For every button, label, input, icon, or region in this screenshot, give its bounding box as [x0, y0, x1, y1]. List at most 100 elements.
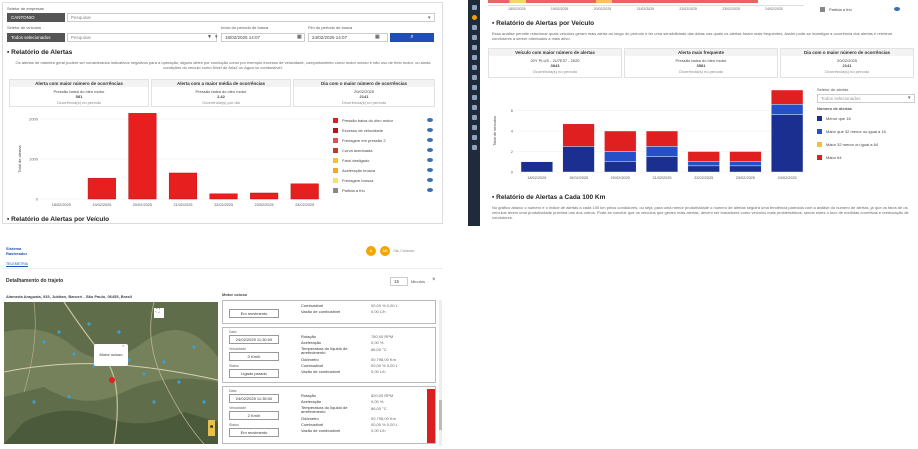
scrollbar[interactable]: [439, 300, 442, 446]
company-select[interactable]: CANTONIO ELETRÔNICA S...: [7, 13, 65, 27]
kv-value: 0,00 %: [371, 340, 384, 346]
x-tick-label: 20/02/2025: [133, 203, 152, 207]
dashboard-icon[interactable]: [471, 15, 477, 20]
eye-icon[interactable]: [427, 168, 433, 172]
legend-item[interactable]: Aceleração brusca: [333, 165, 433, 175]
legend-item[interactable]: Pressão baixa do óleo motor: [333, 115, 433, 125]
scrollbar-thumb[interactable]: [439, 400, 442, 430]
bar-segment: [645, 130, 679, 147]
next-section-title-text: Relatório de Alertas por Veículo: [11, 216, 110, 223]
card-count: 2141: [842, 63, 852, 68]
user-name[interactable]: Olá, Cantonio: [393, 249, 415, 253]
kv-value: 86,00 °C: [371, 405, 387, 411]
y-tick-label: 1000: [29, 157, 39, 162]
card-subtitle: Ocorrência(s) por dia: [202, 100, 240, 105]
kv-key: Temperatura do líquido de arrefecimento: [301, 404, 348, 415]
event-values: Rotação 820,00 RPM Aceleração 0,00 % Tempe…: [301, 393, 427, 434]
legend-item[interactable]: Frenagem em pressão 2: [333, 135, 433, 145]
eye-icon[interactable]: [427, 178, 433, 182]
kv-value: 00,00 % 0,00 L: [371, 421, 398, 427]
legend-item[interactable]: Maior 64: [817, 151, 915, 164]
legend-item[interactable]: Frenagem brusca: [333, 175, 433, 185]
route-map[interactable]: Motor ocioso × ⛶ ☻: [4, 302, 218, 444]
filter-icon[interactable]: ▼: [207, 34, 212, 40]
legend-item[interactable]: Curva acentuada: [333, 145, 433, 155]
menu-icon[interactable]: [471, 5, 477, 10]
company-label: Seletor de empresas: [7, 6, 44, 11]
bar-segment: [604, 151, 637, 162]
eye-icon[interactable]: [894, 7, 900, 11]
chevron-down-icon[interactable]: ▾: [428, 15, 431, 21]
bell-icon[interactable]: [471, 85, 477, 90]
legend-item[interactable]: Maior que 32 menor ou igual a 16: [817, 125, 915, 138]
kv-row: Aceleração 0,00 %: [301, 399, 427, 405]
legend-item[interactable]: Excesso de velocidade: [333, 125, 433, 135]
kv-key: Temperatura do líquido de arrefecimento: [301, 345, 348, 356]
end-date-input[interactable]: 24/02/2025 14:07: [308, 33, 388, 42]
kv-row: Combustível 00,00 % 0,00 L: [301, 303, 431, 309]
eye-icon[interactable]: [427, 148, 433, 152]
event-card[interactable]: Data 24/02/2025 11:35:00 Velocidade 2 Km…: [222, 386, 436, 444]
legend-item[interactable]: Maior 32 menor ou igual a 64: [817, 138, 915, 151]
user-avatar-b[interactable]: AB: [380, 246, 390, 256]
wrench-icon[interactable]: [471, 105, 477, 110]
start-date-input[interactable]: 18/02/2025 14:07: [221, 33, 305, 42]
alert-selector-input[interactable]: Todos selecionados: [817, 94, 915, 103]
status-field: Em movimento: [229, 309, 279, 318]
chevron-down-icon[interactable]: ▾: [908, 95, 911, 101]
eye-icon[interactable]: [427, 188, 433, 192]
x-tick-label: 21/02/2025: [173, 203, 192, 207]
help-icon[interactable]: [471, 145, 477, 150]
gear-icon[interactable]: [471, 135, 477, 140]
legend-label: Excesso de velocidade: [342, 127, 383, 133]
legend-label: Maior 64: [826, 155, 842, 160]
chat-icon[interactable]: [471, 25, 477, 30]
card-count: 3581: [696, 63, 706, 68]
legend-item[interactable]: Menor que 16: [817, 112, 915, 125]
user-icon[interactable]: [471, 35, 477, 40]
previous-chart-fragment: [488, 0, 804, 6]
interval-unit: Minutos: [411, 279, 426, 284]
calendar-icon[interactable]: [471, 115, 477, 120]
list-icon[interactable]: [471, 75, 477, 80]
event-card[interactable]: Data 24/02/2025 11:30:00 Velocidade 0 Km…: [222, 327, 436, 383]
eye-icon[interactable]: [427, 158, 433, 162]
legend-item[interactable]: Farol desligado: [333, 155, 433, 165]
legend-item[interactable]: Partida a frio: [333, 185, 433, 195]
fuel-icon[interactable]: [471, 125, 477, 130]
vehicle-label: Seletor de veículos: [7, 25, 42, 30]
user-avatar-a[interactable]: A: [366, 246, 376, 256]
fullscreen-icon[interactable]: ⛶: [156, 308, 160, 314]
chevron-down-icon[interactable]: ▾: [215, 34, 218, 40]
kv-row: Vazão de combustível 0,00 L/h: [301, 309, 431, 315]
map-icon[interactable]: [471, 65, 477, 70]
chart-icon[interactable]: [471, 55, 477, 60]
search-button[interactable]: ⌕: [390, 33, 434, 42]
street-view-icon[interactable]: ☻: [209, 424, 215, 430]
interval-select[interactable]: 15: [390, 277, 408, 286]
vehicle-alerts-legend: Menor que 16 Maior que 32 menor ou igual …: [817, 112, 915, 164]
speed-label: Velocidade: [229, 406, 247, 410]
eye-icon[interactable]: [427, 128, 433, 132]
close-icon[interactable]: ×: [432, 277, 436, 283]
events-list[interactable]: Em movimento Combustível 00,00 % 0,00 L V…: [222, 300, 438, 446]
kv-value: 00.798,00 Km: [371, 356, 396, 362]
app-logo[interactable]: Sistema Rastreador: [6, 246, 28, 256]
x-tick-label: 21/02/2025: [652, 176, 671, 180]
popup-close-icon[interactable]: ×: [122, 343, 125, 348]
calendar-icon[interactable]: ▦: [297, 34, 302, 40]
alerts-bar-chart: 2000 1000 0 Total de alertas 18/02/2025 19/02…: [17, 113, 325, 207]
bar: [168, 172, 198, 200]
company-search-input[interactable]: Pesquisar: [67, 13, 435, 22]
truck-icon[interactable]: [471, 45, 477, 50]
calendar-icon[interactable]: ▦: [375, 34, 380, 40]
vehicle-search-input[interactable]: Pesquisar: [67, 33, 217, 42]
tab-telemetry[interactable]: TELEMETRIA: [6, 262, 28, 267]
eye-icon[interactable]: [427, 118, 433, 122]
legend-label: Frenagem em pressão 2: [342, 137, 386, 143]
vehicle-select[interactable]: Todos selecionados: [7, 33, 65, 42]
document-icon[interactable]: [471, 95, 477, 100]
legend-swatch: [817, 116, 822, 121]
eye-icon[interactable]: [427, 138, 433, 142]
event-card[interactable]: Em movimento Combustível 00,00 % 0,00 L V…: [222, 300, 436, 324]
